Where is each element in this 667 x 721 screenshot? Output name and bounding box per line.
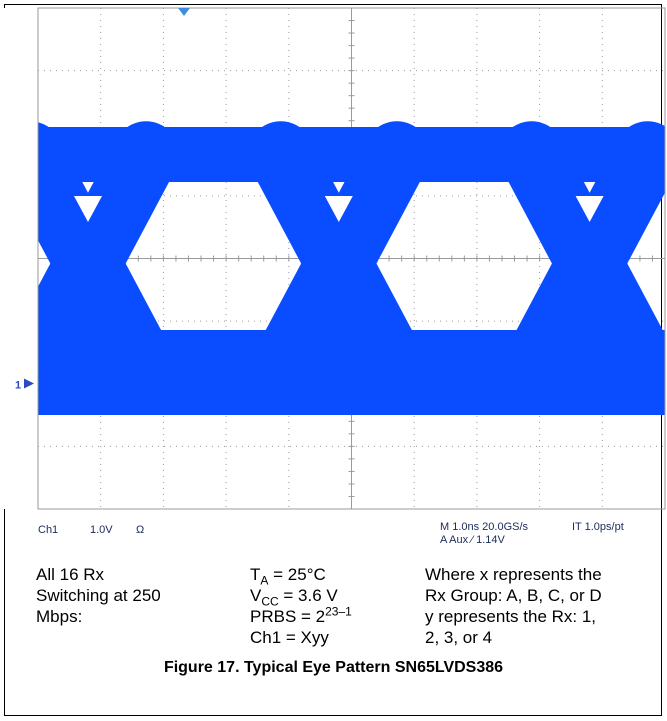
note-line: Where x represents the — [425, 565, 602, 584]
mask-right — [665, 8, 667, 509]
note-line: 2, 3, or 4 — [425, 628, 493, 647]
notes-col2: TA = 25°C VCC = 3.6 V PRBS = 223–1 Ch1 =… — [250, 564, 352, 648]
coupling-symbol: Ω — [136, 524, 145, 536]
notes-col3: Where x represents the Rx Group: A, B, C… — [425, 564, 602, 648]
interp-readout: IT 1.0ps/pt — [572, 521, 624, 533]
ground-marker-bg — [12, 377, 34, 390]
rising-falling-edge — [498, 121, 667, 406]
crossing-gap — [324, 196, 353, 222]
note-prbs: PRBS = 223–1 — [250, 604, 352, 626]
timebase-readout: M 1.0ns 20.0GS/s — [440, 521, 529, 533]
note-line: Mbps: — [36, 607, 83, 626]
figure-caption: Figure 17. Typical Eye Pattern SN65LVDS3… — [163, 659, 504, 676]
mask-left — [0, 8, 38, 509]
note-vcc: VCC = 3.6 V — [250, 586, 338, 609]
note-line: All 16 Rx — [36, 565, 105, 584]
eye-pattern-plot: 1 — [0, 7, 667, 510]
ground-marker-label: 1 — [15, 380, 21, 392]
trigger-position-marker — [178, 8, 190, 16]
channel-label: Ch1 — [38, 524, 59, 536]
crossing-gap — [575, 196, 604, 222]
rising-falling-edge — [0, 121, 180, 406]
notes-col1: All 16 Rx Switching at 250 Mbps: — [36, 564, 161, 627]
note-line: Switching at 250 — [36, 586, 161, 605]
plot-border-top — [37, 7, 666, 510]
ground-marker-arrow — [24, 378, 34, 389]
trigger-readout: A Aux ⁄ 1.14V — [440, 534, 505, 546]
note-line: y represents the Rx: 1, — [425, 607, 597, 626]
note-ch1: Ch1 = Xyy — [250, 628, 329, 647]
note-line: Rx Group: A, B, C, or D — [425, 586, 602, 605]
volts-per-div: 1.0V — [90, 524, 113, 536]
note-ta: TA = 25°C — [250, 565, 326, 588]
crossing-gap — [74, 196, 102, 222]
rising-falling-edge — [247, 121, 431, 406]
